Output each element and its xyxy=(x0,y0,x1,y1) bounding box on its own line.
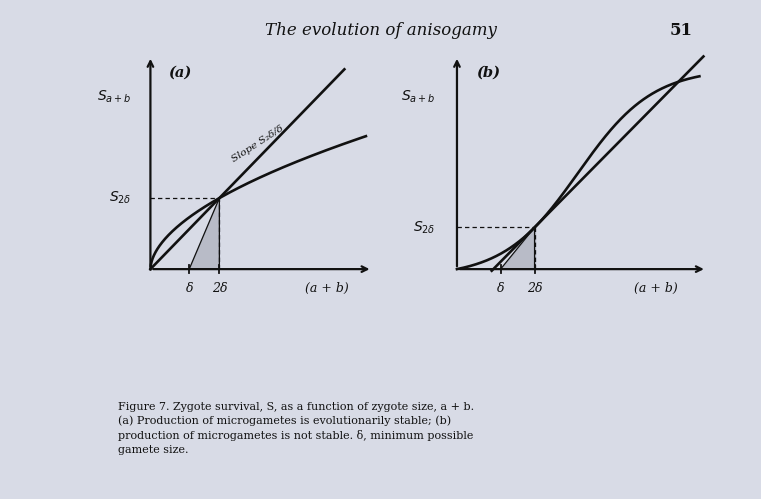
Text: $S_{a+b}$: $S_{a+b}$ xyxy=(97,88,131,105)
Text: δ: δ xyxy=(497,282,505,295)
Text: Figure 7. Zygote survival, S, as a function of zygote size, a + b.
(a) Productio: Figure 7. Zygote survival, S, as a funct… xyxy=(118,402,474,455)
Text: δ: δ xyxy=(186,282,193,295)
Text: $S_{2\delta}$: $S_{2\delta}$ xyxy=(109,190,131,206)
Text: 2δ: 2δ xyxy=(212,282,227,295)
Text: 51: 51 xyxy=(670,22,693,39)
Polygon shape xyxy=(501,228,534,269)
Text: (b): (b) xyxy=(476,66,501,80)
Polygon shape xyxy=(189,198,219,269)
Text: $S_{a+b}$: $S_{a+b}$ xyxy=(401,88,435,105)
Text: 2δ: 2δ xyxy=(527,282,543,295)
Text: $S_{2\delta}$: $S_{2\delta}$ xyxy=(412,219,435,236)
Text: Slope S₂δ/δ: Slope S₂δ/δ xyxy=(231,123,286,164)
Text: (a + b): (a + b) xyxy=(305,282,349,295)
Text: The evolution of anisogamy: The evolution of anisogamy xyxy=(265,22,496,39)
Text: (a + b): (a + b) xyxy=(634,282,677,295)
Text: (a): (a) xyxy=(167,66,191,80)
